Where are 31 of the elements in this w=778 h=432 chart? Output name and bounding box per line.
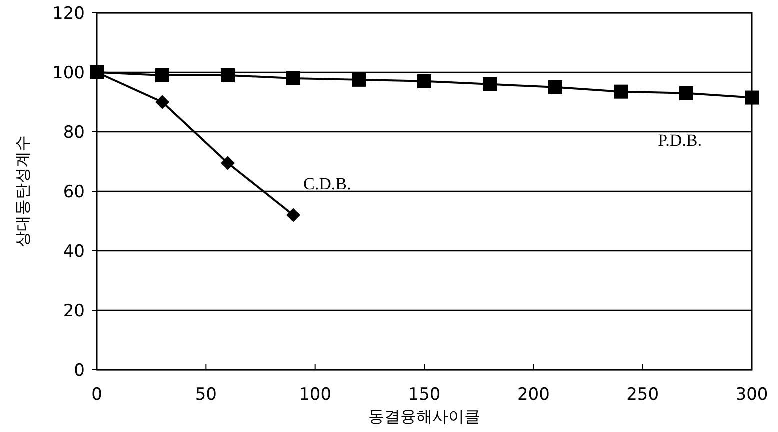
y-tick-label: 80 [63,123,85,143]
point [286,71,300,86]
point [221,68,235,82]
x-axis-title: 동결융해사이클 [368,407,480,426]
x-tick-label: 50 [195,385,217,405]
point [483,77,497,92]
x-tick-label: 300 [736,385,768,405]
y-tick-label: 100 [52,64,85,84]
y-tick-label: 0 [74,361,85,381]
y-tick-label: 120 [52,4,85,24]
y-tick-label: 60 [63,182,85,202]
point [548,80,562,94]
x-tick-label: 100 [299,385,332,405]
x-tick-label: 200 [517,385,550,405]
point [418,74,432,88]
point [286,208,300,222]
point [352,72,366,87]
x-tick-label: 150 [408,385,441,405]
x-tick-label: 250 [626,385,660,405]
point [221,156,235,170]
y-tick-label: 40 [63,242,85,262]
point [156,95,170,110]
series-label: C.D.B. [304,174,352,194]
point [614,84,628,99]
series-label: P.D.B. [658,130,702,150]
x-tick-label: 0 [92,385,102,405]
point [156,68,170,82]
point [745,90,759,105]
point [680,86,694,100]
y-axis-title: 상대동탄성계수 [13,136,32,248]
y-tick-label: 20 [63,302,85,322]
